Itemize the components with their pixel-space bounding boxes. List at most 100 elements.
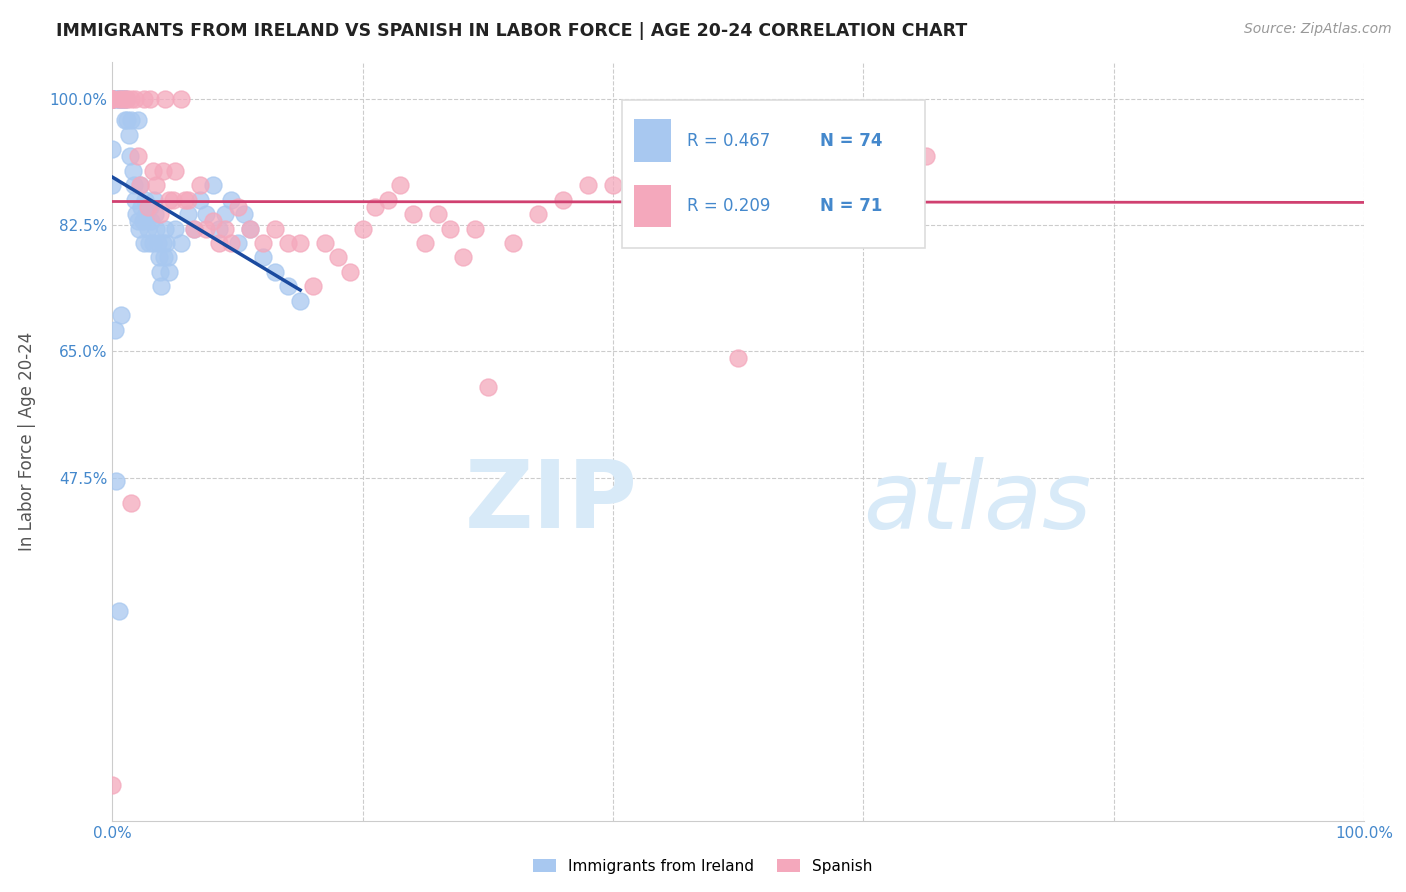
Point (195, 221, 218, 235)
Point (107, 91, 129, 105)
Point (214, 221, 236, 235)
Point (136, 221, 159, 235)
Point (107, 91, 129, 105)
Point (120, 113, 142, 128)
Point (551, 193, 574, 207)
Point (602, 178, 624, 193)
Point (153, 91, 176, 105)
Point (252, 235, 274, 250)
Point (124, 91, 146, 105)
Text: atlas: atlas (863, 457, 1091, 548)
Point (101, 778, 124, 792)
Point (139, 200, 162, 214)
Point (120, 91, 142, 105)
Point (413, 235, 436, 250)
Point (128, 221, 150, 235)
Point (214, 207, 236, 221)
Point (104, 323, 127, 337)
Point (117, 113, 139, 128)
Point (576, 178, 599, 193)
Point (149, 207, 172, 221)
Point (364, 200, 387, 214)
Point (101, 91, 124, 105)
Point (101, 91, 124, 105)
Point (120, 496, 142, 510)
Point (314, 235, 336, 250)
Point (138, 235, 160, 250)
Point (339, 265, 361, 279)
Point (527, 207, 550, 221)
Legend: Immigrants from Ireland, Spanish: Immigrants from Ireland, Spanish (527, 853, 879, 880)
Point (852, 149, 875, 163)
Point (146, 235, 169, 250)
Point (156, 251, 179, 265)
Point (152, 251, 174, 265)
Text: Source: ZipAtlas.com: Source: ZipAtlas.com (1244, 22, 1392, 37)
Point (239, 221, 262, 235)
Point (142, 193, 165, 207)
Point (464, 221, 486, 235)
Point (174, 193, 197, 207)
Point (264, 265, 287, 279)
Point (157, 265, 180, 279)
Point (105, 475, 128, 489)
Point (111, 91, 134, 105)
Point (221, 193, 243, 207)
Point (101, 91, 124, 105)
Point (451, 251, 474, 265)
Point (129, 178, 152, 193)
Point (226, 200, 249, 214)
Point (201, 214, 224, 228)
Point (170, 91, 193, 105)
Point (326, 251, 349, 265)
Point (155, 235, 177, 250)
Point (163, 163, 186, 178)
Bar (634, 185, 671, 227)
Point (252, 251, 274, 265)
Point (101, 91, 124, 105)
Text: R = 0.467: R = 0.467 (686, 132, 770, 150)
Point (112, 91, 135, 105)
Point (157, 193, 180, 207)
Point (101, 91, 124, 105)
Point (183, 221, 205, 235)
FancyBboxPatch shape (621, 100, 925, 248)
Point (163, 221, 186, 235)
Point (131, 214, 153, 228)
Point (201, 178, 224, 193)
Bar (634, 120, 671, 161)
Point (221, 235, 243, 250)
Point (153, 221, 176, 235)
Point (124, 193, 146, 207)
Point (114, 91, 136, 105)
Point (152, 163, 174, 178)
Point (110, 308, 132, 322)
Point (101, 178, 124, 193)
Point (127, 149, 149, 163)
Point (141, 163, 163, 178)
Point (790, 135, 813, 149)
Text: IMMIGRANTS FROM IRELAND VS SPANISH IN LABOR FORCE | AGE 20-24 CORRELATION CHART: IMMIGRANTS FROM IRELAND VS SPANISH IN LA… (56, 22, 967, 40)
Point (135, 207, 157, 221)
Point (502, 235, 524, 250)
Point (290, 235, 312, 250)
Point (107, 91, 129, 105)
Point (145, 221, 167, 235)
Point (183, 221, 205, 235)
Point (877, 128, 900, 142)
Point (136, 200, 159, 214)
Point (110, 91, 132, 105)
Point (118, 128, 141, 142)
Point (149, 265, 172, 279)
Point (101, 91, 124, 105)
Point (208, 221, 231, 235)
Point (134, 193, 156, 207)
Point (148, 251, 170, 265)
Point (114, 91, 136, 105)
Point (111, 91, 134, 105)
Point (232, 207, 254, 221)
Point (627, 163, 650, 178)
Point (290, 293, 312, 308)
Point (477, 380, 499, 394)
Point (903, 120, 925, 135)
